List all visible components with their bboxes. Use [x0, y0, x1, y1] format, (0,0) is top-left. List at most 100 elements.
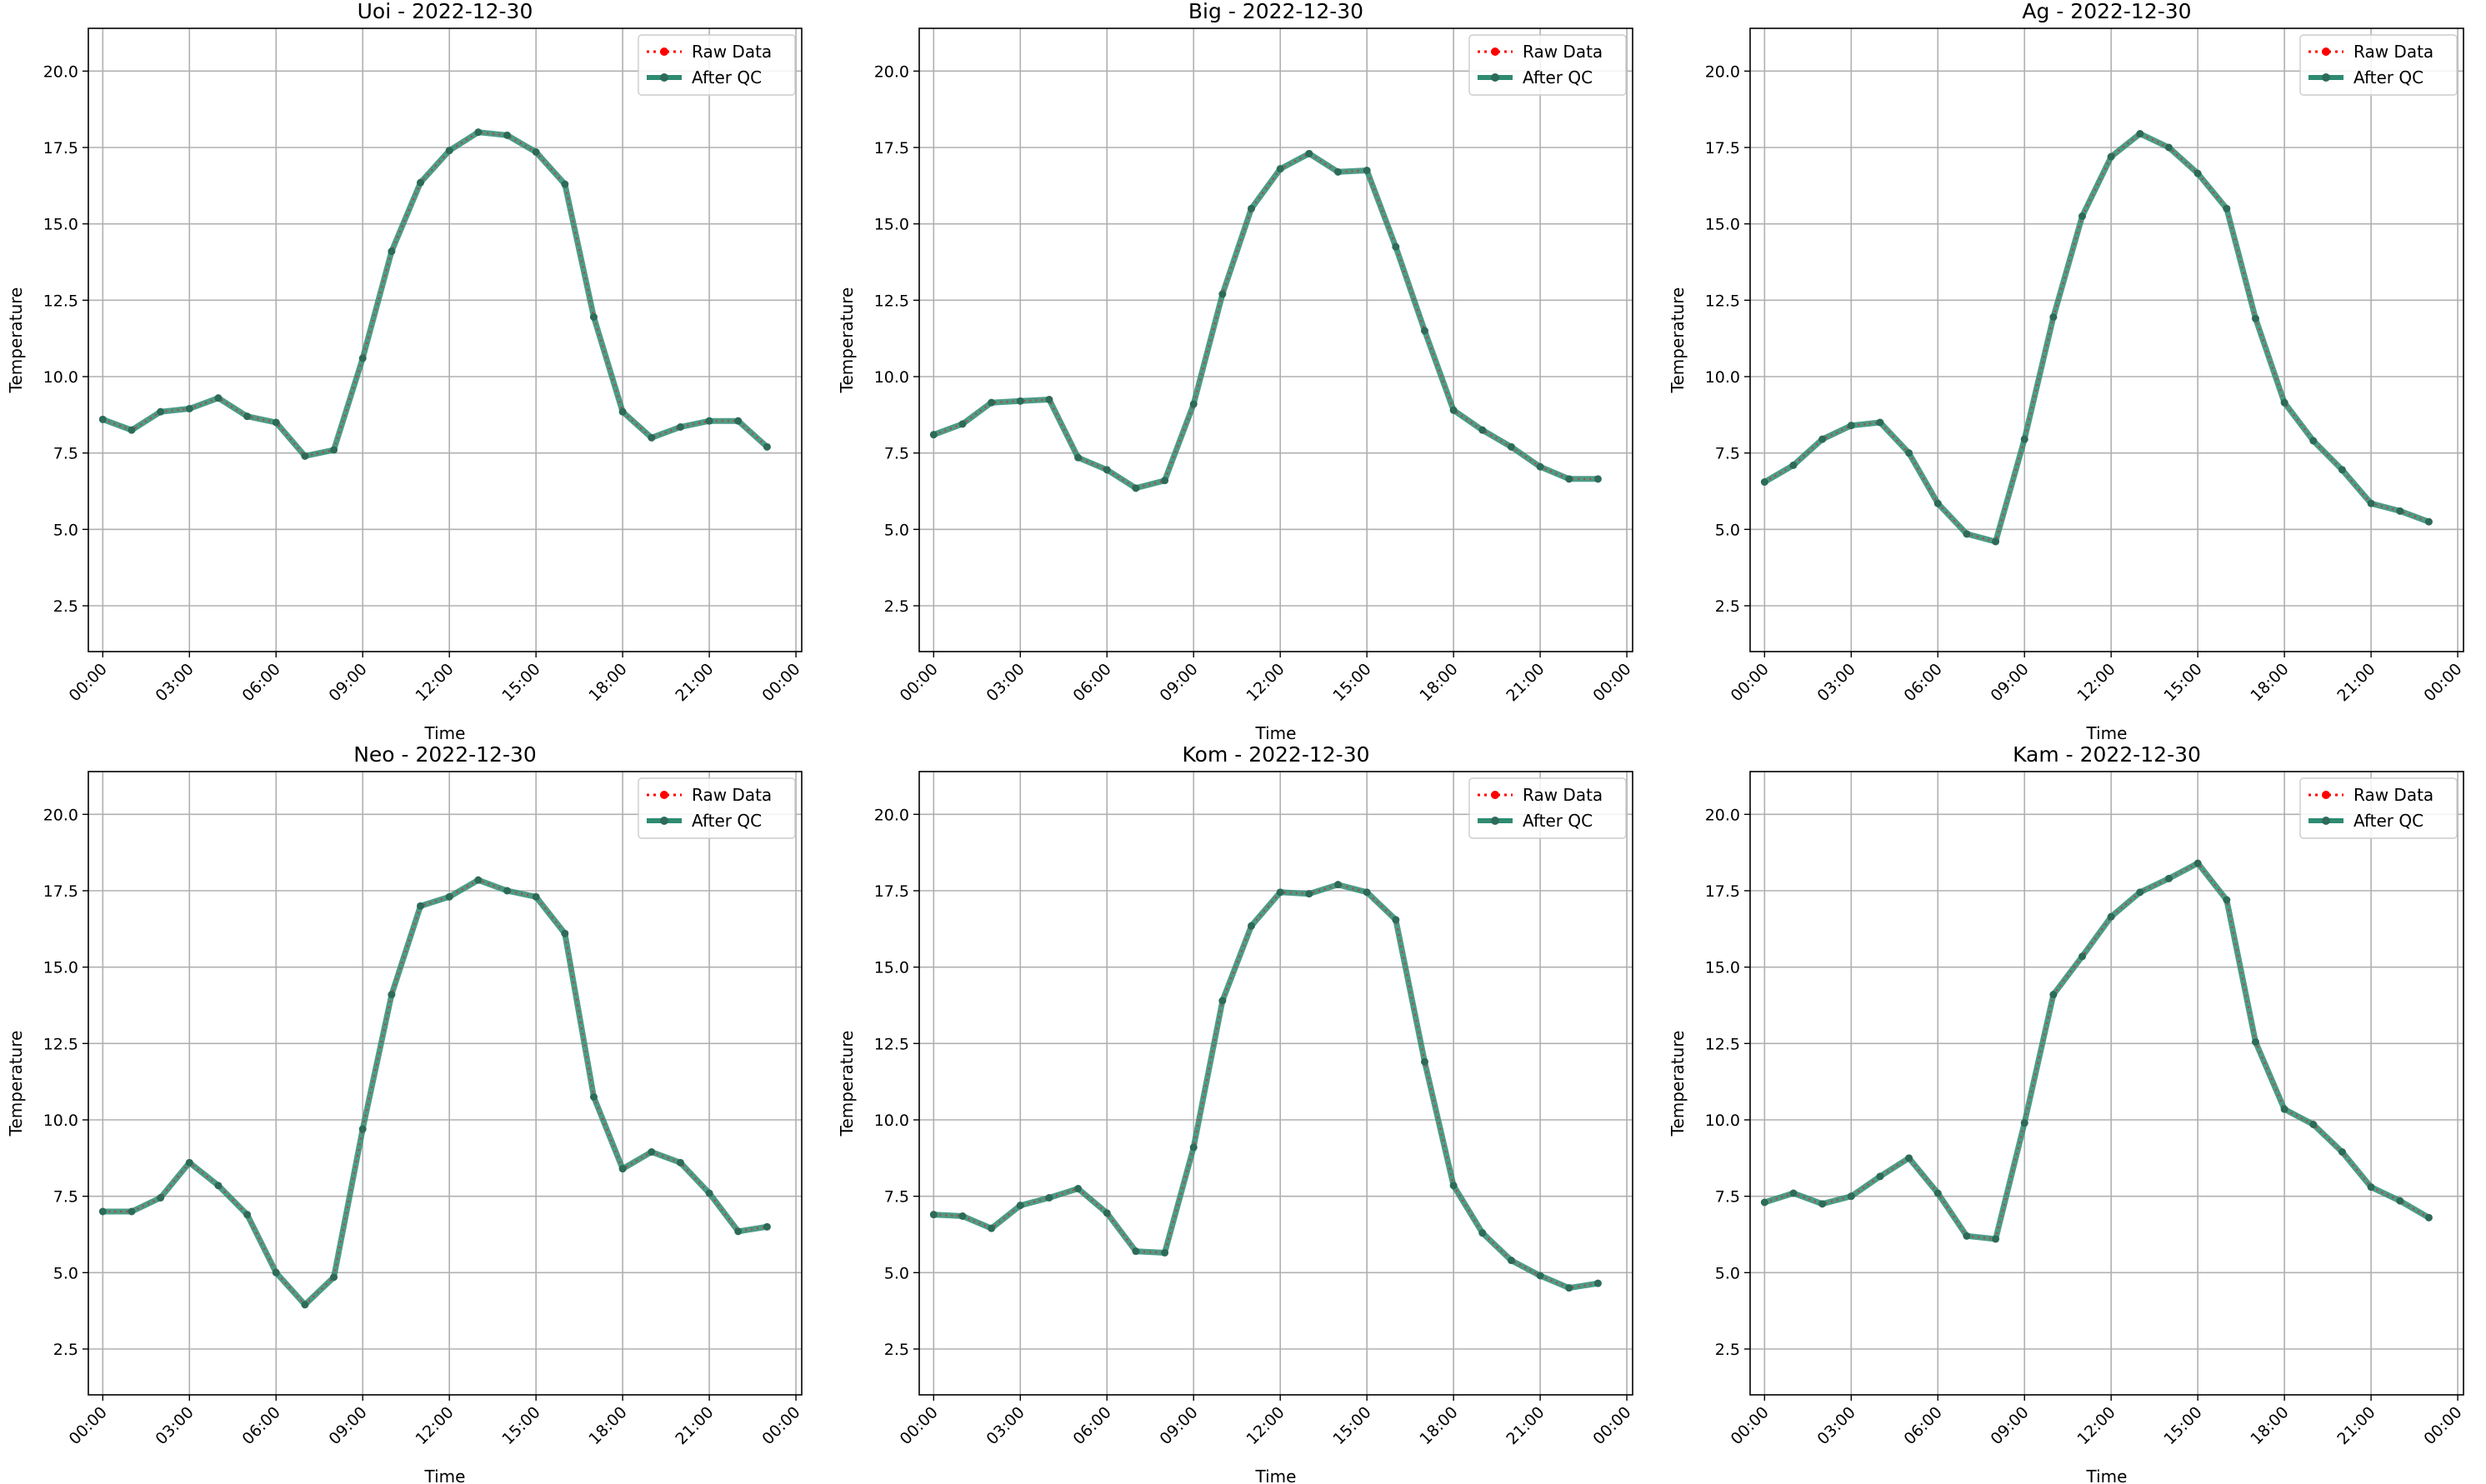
data-point-after-qc [1760, 1198, 1768, 1207]
data-point-after-qc [388, 991, 396, 999]
y-tick-label: 5.0 [884, 521, 909, 539]
data-point-after-qc [618, 407, 627, 416]
data-point-after-qc [358, 354, 367, 362]
data-point-after-qc [1536, 462, 1544, 471]
y-tick-label: 7.5 [53, 1188, 78, 1207]
y-axis-label: Temperature [1668, 1031, 1688, 1137]
data-point-after-qc [301, 1301, 309, 1309]
legend-marker-raw-data [660, 791, 668, 799]
x-tick-label: 06:00 [1070, 1403, 1115, 1448]
x-tick-label: 00:00 [1728, 1403, 1773, 1448]
data-point-after-qc [1132, 1247, 1140, 1256]
series-line-after-qc [1763, 131, 2430, 545]
data-point-after-qc [561, 180, 569, 188]
legend-marker-after-qc [1491, 817, 1499, 825]
data-point-after-qc [705, 1189, 713, 1197]
y-tick-label: 7.5 [1715, 1188, 1740, 1207]
x-tick-label: 21:00 [672, 660, 717, 705]
x-tick-label: 15:00 [2160, 1403, 2205, 1448]
axes-frame [88, 27, 803, 652]
data-point-after-qc [2136, 888, 2144, 897]
data-point-after-qc [1392, 916, 1400, 924]
y-tick-label: 2.5 [1715, 597, 1740, 616]
data-point-after-qc [214, 394, 223, 402]
axes-frame [1749, 27, 2464, 652]
x-tick-label: 15:00 [498, 1403, 543, 1448]
data-point-after-qc [561, 929, 569, 937]
data-point-after-qc [2367, 499, 2375, 507]
data-point-after-qc [1760, 478, 1768, 486]
data-point-after-qc [1248, 204, 1256, 212]
data-point-after-qc [1593, 1279, 1602, 1287]
data-point-after-qc [532, 892, 540, 901]
legend-label-after-qc: After QC [2353, 811, 2423, 831]
subplot-title: Big - 2022-12-30 [1188, 0, 1363, 23]
data-point-after-qc [2078, 212, 2087, 220]
legend-marker-raw-data [2322, 791, 2330, 799]
legend-marker-after-qc [660, 73, 668, 82]
y-tick-label: 2.5 [53, 1341, 78, 1359]
data-point-after-qc [929, 431, 938, 439]
data-point-after-qc [1276, 165, 1284, 173]
data-point-after-qc [2424, 517, 2433, 526]
data-point-after-qc [734, 1227, 743, 1236]
data-point-after-qc [214, 1182, 223, 1190]
data-point-after-qc [2193, 859, 2202, 867]
subplot-panel: 2.5 5.0 7.5 10.0 12.5 15.0 17.5 20.0 00:00 03:00 0… [1668, 742, 2466, 1484]
data-point-after-qc [2309, 437, 2318, 445]
data-point-after-qc [1536, 1272, 1544, 1280]
x-tick-label: 09:00 [1987, 660, 2032, 705]
legend-label-after-qc: After QC [2353, 67, 2423, 87]
y-tick-label: 10.0 [43, 368, 78, 387]
x-tick-label: 12:00 [2073, 660, 2118, 705]
data-point-after-qc [157, 1194, 165, 1202]
x-tick-label: 18:00 [585, 660, 630, 705]
x-tick-label: 09:00 [1987, 1403, 2032, 1448]
data-point-after-qc [1218, 997, 1227, 1005]
data-point-after-qc [1449, 406, 1458, 414]
x-tick-label: 15:00 [2160, 660, 2205, 705]
x-tick-label: 06:00 [1070, 660, 1115, 705]
subplot-title: Neo - 2022-12-30 [353, 742, 537, 767]
x-tick-label: 18:00 [2247, 1403, 2292, 1448]
x-tick-label: 21:00 [2333, 1403, 2378, 1448]
data-point-after-qc [618, 1165, 627, 1173]
data-point-after-qc [1420, 1057, 1428, 1066]
data-point-after-qc [1276, 888, 1284, 897]
data-point-after-qc [445, 892, 453, 901]
y-tick-label: 2.5 [53, 597, 78, 616]
data-point-after-qc [417, 178, 425, 187]
y-axis-label: Temperature [6, 287, 26, 394]
legend-label-raw-data: Raw Data [692, 42, 772, 62]
x-tick-label: 06:00 [239, 1403, 284, 1448]
data-point-after-qc [1103, 1209, 1111, 1217]
data-point-after-qc [2223, 896, 2231, 904]
y-tick-label: 20.0 [874, 806, 909, 824]
data-point-after-qc [2223, 204, 2231, 212]
data-point-after-qc [445, 147, 453, 155]
series-line-raw-data [1763, 862, 2429, 1241]
data-point-after-qc [2020, 435, 2028, 443]
subplot-panel: 2.5 5.0 7.5 10.0 12.5 15.0 17.5 20.0 00:00 03:00 0… [837, 0, 1635, 743]
data-point-after-qc [1933, 1189, 1942, 1197]
data-point-after-qc [2338, 466, 2346, 474]
x-tick-label: 21:00 [2333, 660, 2378, 705]
legend-marker-raw-data [1491, 791, 1499, 799]
x-tick-label: 03:00 [1814, 1403, 1859, 1448]
series-line-after-qc [1763, 860, 2431, 1242]
data-point-after-qc [763, 442, 771, 451]
legend-label-after-qc: After QC [692, 811, 762, 831]
data-point-after-qc [1565, 475, 1573, 483]
data-point-after-qc [1392, 242, 1400, 251]
subplot-title: Ag - 2022-12-30 [2022, 0, 2191, 23]
legend: Raw Data After QC [638, 34, 796, 96]
data-point-after-qc [2049, 313, 2058, 321]
x-tick-label: 03:00 [983, 660, 1028, 705]
data-point-after-qc [98, 1207, 107, 1216]
data-point-after-qc [2136, 130, 2144, 137]
data-point-after-qc [1847, 422, 1855, 430]
data-point-after-qc [2309, 1121, 2318, 1128]
data-point-after-qc [958, 1212, 967, 1220]
x-tick-label: 21:00 [1503, 1403, 1548, 1448]
legend-marker-raw-data [660, 47, 668, 56]
